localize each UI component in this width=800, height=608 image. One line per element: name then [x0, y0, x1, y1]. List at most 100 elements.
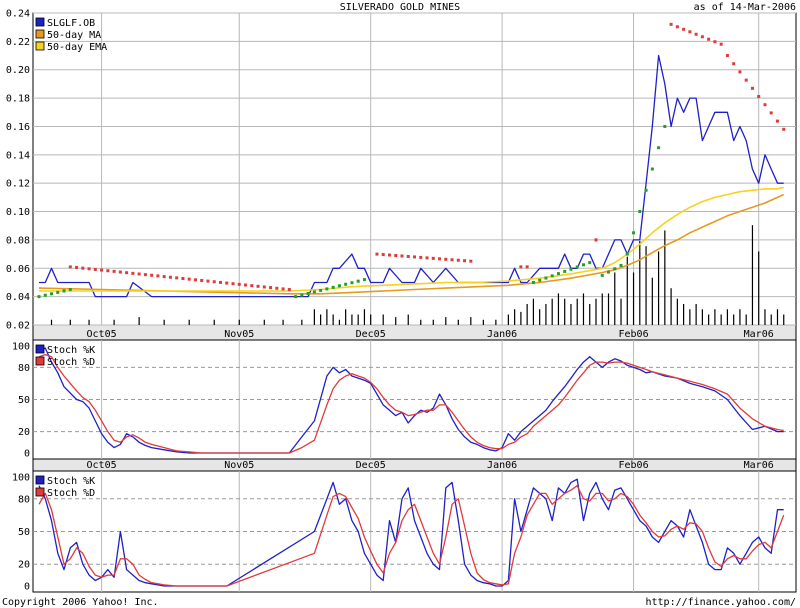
psar-dot-up: [294, 295, 298, 299]
legend-label: Stoch %D: [47, 357, 95, 368]
stochastic-1-date-axis-band: [32, 458, 797, 472]
legend-swatch: [35, 487, 45, 497]
psar-dot-down: [125, 271, 129, 275]
psar-dot-down: [118, 270, 122, 274]
y-tick-label: 0.18: [6, 94, 30, 105]
psar-dot-up: [556, 272, 560, 276]
psar-dot-down: [525, 265, 529, 269]
psar-dot-down: [700, 35, 704, 39]
x-tick-label: Nov05: [224, 329, 254, 340]
psar-dot-down: [168, 275, 172, 279]
psar-dot-down: [287, 288, 291, 292]
psar-dot-up: [563, 269, 567, 273]
source-url[interactable]: http://finance.yahoo.com/: [645, 597, 796, 608]
psar-dot-down: [763, 103, 767, 107]
y-tick-label: 0.16: [6, 122, 30, 133]
psar-dot-down: [131, 271, 135, 275]
psar-dot-down: [269, 286, 273, 290]
psar-dot-down: [275, 286, 279, 290]
volume-bars: [50, 225, 785, 325]
chart-title: SILVERADO GOLD MINES: [340, 2, 460, 13]
y-tick-label: 50: [18, 527, 30, 538]
psar-dot-up: [600, 273, 604, 277]
x-tick-label: Mar06: [744, 329, 774, 340]
psar-dot-up: [50, 292, 54, 296]
psar-dot-up: [607, 270, 611, 274]
psar-dot-down: [206, 279, 210, 283]
psar-dot-down: [732, 62, 736, 66]
y-tick-label: 50: [18, 395, 30, 406]
psar-dot-up: [306, 292, 310, 296]
psar-dot-down: [675, 25, 679, 29]
psar-dot-down: [400, 254, 404, 258]
psar-dot-down: [112, 269, 116, 273]
psar-dot-down: [738, 70, 742, 74]
psar-dot-down: [725, 54, 729, 58]
series-line-d: [38, 485, 785, 587]
psar-dot-up: [68, 288, 72, 292]
psar-dot-down: [413, 255, 416, 259]
legend-swatch: [35, 356, 45, 366]
psar-dot-down: [81, 266, 85, 270]
psar-dot-down: [419, 255, 423, 259]
y-tick-label: 0.24: [6, 9, 30, 20]
psar-dot-down: [463, 259, 467, 263]
psar-dot-up: [344, 282, 348, 286]
x-tick-label: Oct05: [87, 329, 117, 340]
legend-label: Stoch %D: [47, 488, 95, 499]
psar-dot-down: [281, 287, 285, 291]
psar-dot-down: [150, 273, 154, 277]
psar-dot-down: [594, 238, 598, 242]
psar-dot-down: [225, 281, 229, 285]
psar-dot-down: [87, 267, 91, 271]
psar-dot-down: [775, 119, 779, 123]
legend-swatch: [35, 475, 45, 485]
psar-dot-up: [331, 285, 335, 289]
psar-dot-down: [231, 282, 235, 286]
y-tick-label: 0.22: [6, 37, 30, 48]
psar-dot-down: [387, 253, 391, 257]
psar-dot-up: [569, 267, 573, 271]
psar-dot-up: [362, 278, 366, 282]
psar-dot-down: [406, 254, 410, 258]
psar-dot-down: [93, 267, 97, 271]
psar-dot-up: [531, 280, 535, 284]
psar-dot-up: [337, 284, 341, 288]
psar-dot-up: [37, 295, 41, 299]
psar-dot-up: [644, 188, 648, 192]
psar-dot-up: [62, 289, 66, 293]
psar-dot-down: [68, 265, 72, 269]
psar-dot-down: [193, 278, 197, 282]
psar-dot-up: [544, 276, 548, 280]
x-tick-label: Jan06: [487, 460, 517, 471]
psar-dot-down: [431, 256, 435, 260]
y-tick-label: 20: [18, 560, 30, 571]
x-tick-label: Oct05: [87, 460, 117, 471]
series-line-ema: [39, 186, 784, 292]
legend-swatch: [35, 344, 45, 354]
psar-dot-up: [538, 278, 542, 282]
psar-dot-down: [688, 30, 692, 34]
psar-dot-down: [719, 42, 723, 46]
psar-dot-up: [650, 167, 654, 171]
copyright-text: Copyright 2006 Yahoo! Inc.: [2, 597, 159, 608]
y-tick-label: 80: [18, 363, 30, 374]
psar-dot-up: [619, 263, 623, 267]
psar-dot-down: [100, 268, 104, 272]
psar-dot-up: [312, 290, 316, 294]
psar-dot-up: [657, 146, 661, 150]
psar-dot-down: [669, 22, 673, 26]
legend-label: 50-day EMA: [47, 42, 107, 53]
psar-dot-down: [394, 254, 398, 258]
psar-dot-down: [237, 282, 241, 286]
psar-dot-up: [350, 281, 354, 285]
legend-swatch: [35, 41, 45, 51]
y-tick-label: 80: [18, 494, 30, 505]
psar-dot-down: [450, 258, 454, 262]
y-tick-label: 20: [18, 427, 30, 438]
x-tick-label: Dec05: [356, 460, 386, 471]
series-line-d: [38, 353, 784, 454]
